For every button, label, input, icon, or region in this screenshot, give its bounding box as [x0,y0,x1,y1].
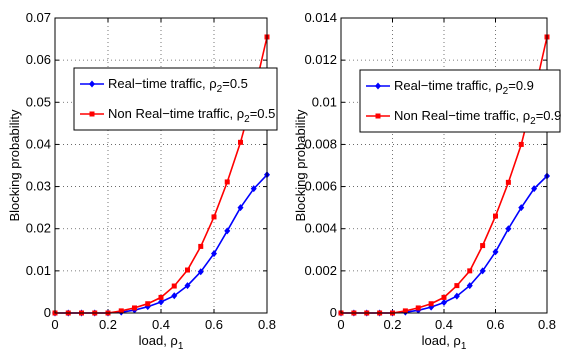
y-tick-label: 0.05 [26,94,51,109]
x-axis-label: load, ρ1 [422,333,467,350]
x-tick-label: 0.8 [258,317,276,332]
legend-marker [89,111,95,117]
x-tick-label: 0 [337,317,344,332]
y-tick-label: 0.02 [26,221,51,236]
data-point [158,298,164,306]
legend-marker [375,113,381,119]
data-point [467,268,473,274]
y-tick-label: 0.06 [26,52,51,67]
x-tick-label: 0.6 [205,317,223,332]
axes-box [54,17,268,314]
data-point [441,298,447,306]
data-point [185,267,190,273]
legend-box [73,67,278,131]
data-point [492,248,499,256]
data-point [198,243,204,249]
data-point [171,283,177,289]
data-point [479,267,486,275]
data-point [211,250,217,258]
legend-label: Real−time traffic, ρ2=0.9 [394,78,534,97]
x-tick-label: 0.2 [383,317,401,332]
y-tick-label: 0 [44,305,51,320]
legend-label: Non Real−time traffic, ρ2=0.5 [108,106,275,125]
y-tick-label: 0.014 [304,10,337,25]
data-point [415,305,421,311]
y-axis-label: Blocking probability [7,109,22,222]
legend-label: Non Real−time traffic, ρ2=0.9 [394,108,561,127]
plot-area [341,18,547,313]
data-point [518,141,524,147]
data-point [238,139,243,145]
data-point [505,225,512,233]
x-tick-label: 0 [51,317,58,332]
legend: Real−time traffic, ρ2=0.9 Non Real−time t… [359,69,561,133]
y-tick-label: 0.004 [304,221,337,236]
y-tick-label: 0.008 [304,136,337,151]
y-tick-label: 0.01 [312,94,337,109]
x-axis-label: load, ρ1 [139,333,184,350]
chart-panel-1: 0 0.2 0.4 0.6 0.8 0 0.01 0.02 0.03 0.04 0.05 0.06 0.… [7,10,278,350]
plot-area [55,18,267,313]
x-tick-label: 0.6 [486,317,504,332]
y-tick-label: 0.002 [304,263,337,278]
data-point [118,308,124,314]
axes-box [340,17,548,314]
data-point [493,213,498,219]
data-point [237,204,244,212]
data-point [480,243,486,249]
data-point [158,294,164,300]
data-point [224,179,230,185]
data-point [402,308,408,314]
x-tick-label: 0.4 [152,317,170,332]
x-tick-label: 0.2 [99,317,117,332]
y-tick-label: 0 [330,305,337,320]
legend-marker [375,82,381,90]
legend: Real−time traffic, ρ2=0.5 Non Real−time t… [73,67,278,131]
data-point [441,294,447,300]
legend-marker [89,80,95,88]
data-point [250,185,257,193]
data-point [428,301,434,307]
data-point [453,292,460,300]
data-point [466,282,473,290]
data-point [184,282,191,290]
y-tick-label: 0.04 [26,136,51,151]
legend-box [359,69,561,133]
y-axis-label: Blocking probability [293,109,308,222]
data-point [454,283,460,289]
legend-label: Real−time traffic, ρ2=0.5 [108,76,248,95]
y-tick-label: 0.07 [26,10,51,25]
data-point [211,214,217,220]
data-point [132,305,137,311]
x-tick-label: 0.8 [538,317,556,332]
y-tick-label: 0.012 [304,52,337,67]
data-point [531,185,538,193]
y-tick-label: 0.01 [26,263,51,278]
data-point [224,227,231,235]
data-point [518,204,525,212]
x-tick-label: 0.4 [435,317,453,332]
y-tick-label: 0.006 [304,179,337,194]
chart-panel-2: 0 0.2 0.4 0.6 0.8 0 0.002 0.004 0.006 0.008 0.01 0.… [293,10,561,350]
data-point [197,268,204,276]
y-tick-label: 0.03 [26,179,51,194]
data-point [171,292,178,300]
data-point [505,179,511,185]
data-point [145,301,151,307]
